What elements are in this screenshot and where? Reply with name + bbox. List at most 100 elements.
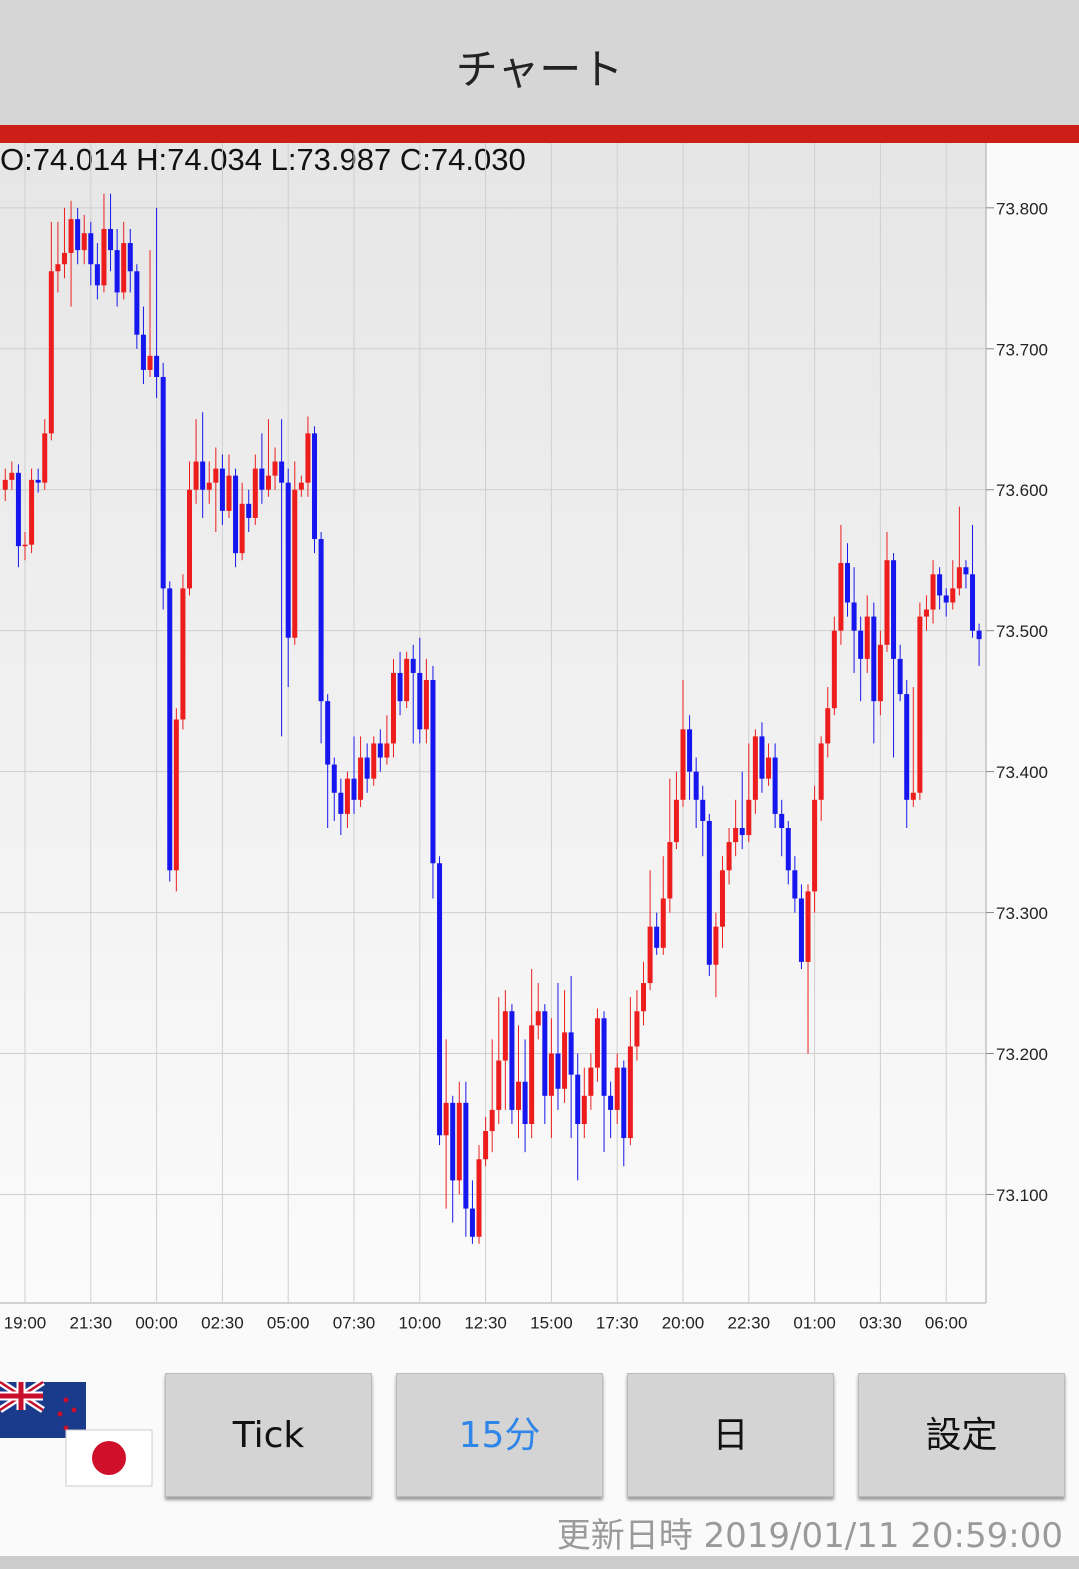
candle-body [555,1053,561,1089]
candle-body [568,1032,574,1075]
plot-background [0,143,986,1303]
candle-body [423,680,429,730]
candle-body [825,708,831,744]
candle-body [456,1102,462,1181]
candle-body [621,1067,627,1139]
x-tick-label: 15:00 [530,1313,573,1332]
candle-body [94,264,100,286]
candle-body [733,828,739,843]
candle-body [121,243,127,293]
x-tick-label: 06:00 [925,1313,968,1332]
candle-body [805,891,811,962]
candle-body [134,271,140,335]
candle-body [937,574,943,596]
x-tick-label: 10:00 [399,1313,442,1332]
candle-body [397,672,403,702]
candle-body [272,461,278,476]
candle-body [417,672,423,730]
candle-body [963,567,969,575]
candle-body [608,1095,614,1110]
candle-body [88,233,94,265]
candle-body [871,616,877,702]
y-tick-label: 73.100 [996,1186,1048,1205]
candle-body [864,616,870,659]
candle-body [812,799,818,892]
candle-body [437,863,443,1136]
candle-body [601,1018,607,1096]
candle-body [483,1131,489,1160]
candle-body [219,468,225,511]
candle-body [226,475,232,511]
candle-body [614,1067,620,1110]
candle-body [838,563,844,631]
candle-body [798,898,804,962]
x-tick-label: 12:30 [464,1313,507,1332]
candle-body [265,475,271,490]
candle-body [910,792,916,800]
x-tick-label: 00:00 [135,1313,178,1332]
x-tick-label: 02:30 [201,1313,244,1332]
x-tick-label: 05:00 [267,1313,310,1332]
candle-body [726,842,732,871]
candle-body [634,1011,640,1047]
candle-body [496,1060,502,1110]
candle-body [167,588,173,871]
candle-body [285,482,291,638]
candle-body [377,743,383,758]
timeframe-button[interactable]: Tick [165,1373,372,1497]
candle-body [759,736,765,779]
x-tick-label: 07:30 [333,1313,376,1332]
candle-body [943,595,949,603]
candle-body [101,228,107,286]
candle-body [502,1011,508,1061]
candle-body [252,468,258,518]
candle-body [818,743,824,800]
updated-time: 更新日時 2019/01/11 20:59:00 [556,1516,1063,1556]
candle-body [331,764,337,793]
candle-body [344,778,350,814]
candle-body [891,560,897,659]
candle-body [42,433,48,483]
candle-body [594,1018,600,1068]
candle-body [75,219,81,251]
candle-body [147,355,153,370]
candle-body [779,813,785,829]
candle-body [187,489,192,589]
candle-body [522,1081,528,1124]
chart: O:74.014 H:74.034 L:73.987 C:74.030 73.1… [0,143,1048,1332]
candle-body [469,1208,475,1237]
candle-body [766,757,772,779]
candle-body [858,630,864,659]
timeframe-button[interactable]: 日 [627,1373,834,1497]
y-tick-label: 73.800 [996,199,1048,218]
candle-body [667,842,673,899]
candle-body [15,472,21,547]
candle-body [627,1046,633,1139]
candle-body [693,771,699,800]
currency-flags [0,1380,153,1487]
candle-body [364,757,370,779]
candle-body [404,658,410,702]
candle-body [673,799,679,843]
candle-body [114,250,120,293]
candle-body [516,1081,521,1110]
candle-body [233,475,239,554]
candle-body [489,1109,495,1132]
candle-body [318,539,324,702]
candle-body [575,1074,581,1124]
candle-body [160,376,166,589]
candle-body [581,1095,587,1124]
candle-body [298,482,304,490]
candle-body [312,433,318,540]
timeframe-button[interactable]: 設定 [858,1373,1065,1497]
candle-body [358,757,364,800]
x-tick-label: 21:30 [70,1313,113,1332]
candle-body [81,233,87,251]
candle-body [562,1032,568,1089]
timeframe-button[interactable]: 15分 [396,1373,603,1497]
candle-body [384,743,390,758]
candle-body [792,870,798,899]
candle-body [719,870,725,927]
y-tick-label: 73.400 [996,763,1048,782]
